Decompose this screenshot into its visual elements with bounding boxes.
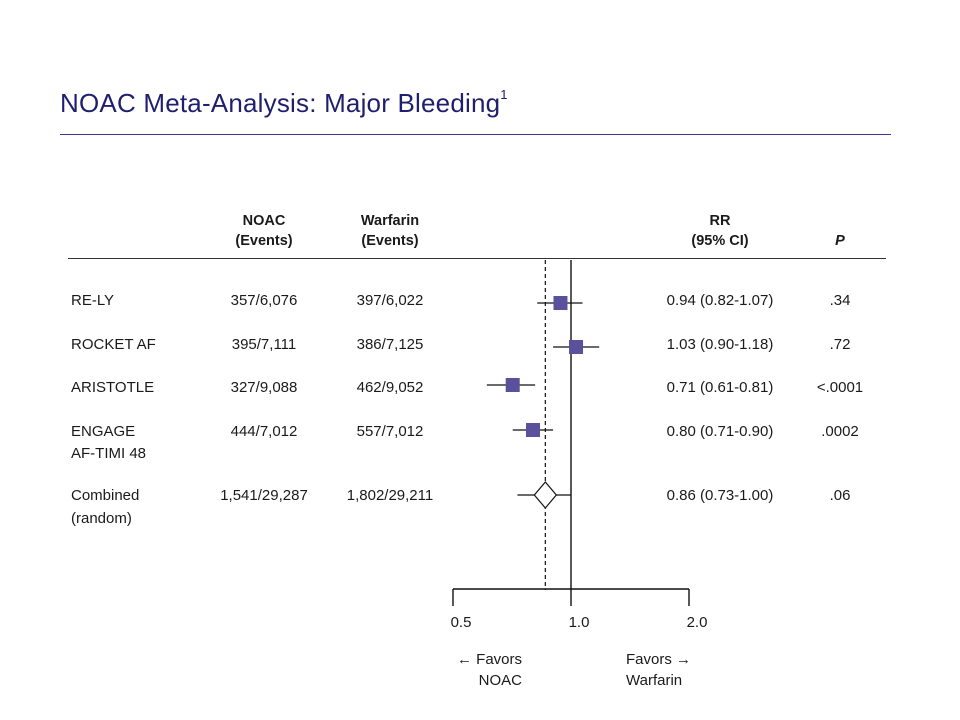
p-value: .72 xyxy=(829,336,851,353)
p-value: <.0001 xyxy=(816,379,864,396)
chart-title: NOAC Meta-Analysis: Major Bleeding1 xyxy=(60,87,508,118)
title-superscript: 1 xyxy=(500,87,508,103)
rr-ci: 0.80 (0.71-0.90) xyxy=(666,423,774,440)
noac-events: 395/7,111 xyxy=(231,336,297,353)
p-value: .06 xyxy=(829,487,851,504)
noac-events: 1,541/29,287 xyxy=(220,487,308,504)
warfarin-events: 557/7,012 xyxy=(356,423,424,440)
study-name-line2: AF-TIMI 48 xyxy=(71,445,147,462)
header-warfarin: Warfarin (Events) xyxy=(360,213,420,249)
study-name: ARISTOTLE xyxy=(71,379,155,396)
favors-noac-label: ← Favors xyxy=(457,651,522,668)
point-estimate-marker xyxy=(553,296,568,310)
point-estimate-marker xyxy=(526,423,541,437)
noac-events: 327/9,088 xyxy=(230,379,298,396)
x-tick-label: 1.0 xyxy=(569,614,590,631)
header-rule xyxy=(68,258,886,259)
study-name: Combined xyxy=(71,487,140,504)
x-tick-label: 2.0 xyxy=(687,614,708,631)
study-name: ROCKET AF xyxy=(71,336,156,353)
favors-warfarin-label: Favors → xyxy=(626,651,691,668)
favors-noac-label-line2: NOAC xyxy=(479,672,523,689)
noac-events: 444/7,012 xyxy=(230,423,298,440)
study-name-line2: (random) xyxy=(71,510,132,527)
x-tick-label: 0.5 xyxy=(451,614,472,631)
p-value: .0002 xyxy=(821,423,859,440)
rr-ci: 0.86 (0.73-1.00) xyxy=(666,487,774,504)
warfarin-events: 397/6,022 xyxy=(356,292,424,309)
favors-warfarin-label-line2: Warfarin xyxy=(626,672,682,689)
noac-events: 357/6,076 xyxy=(230,292,298,309)
pooled-diamond-marker xyxy=(533,481,558,509)
study-name: RE-LY xyxy=(71,292,115,309)
warfarin-events: 386/7,125 xyxy=(356,336,424,353)
warfarin-events: 1,802/29,211 xyxy=(346,487,434,504)
rr-ci: 0.71 (0.61-0.81) xyxy=(666,379,774,396)
p-value: .34 xyxy=(829,292,851,309)
rr-ci: 0.94 (0.82-1.07) xyxy=(666,292,774,309)
header-noac: NOAC (Events) xyxy=(235,213,293,249)
point-estimate-marker xyxy=(569,340,584,354)
rr-ci: 1.03 (0.90-1.18) xyxy=(666,336,774,353)
header-p: P xyxy=(835,233,845,249)
point-estimate-marker xyxy=(505,378,520,392)
title-rule xyxy=(60,134,891,135)
header-rr: RR (95% CI) xyxy=(691,213,749,249)
study-name: ENGAGE xyxy=(71,423,136,440)
warfarin-events: 462/9,052 xyxy=(356,379,424,396)
